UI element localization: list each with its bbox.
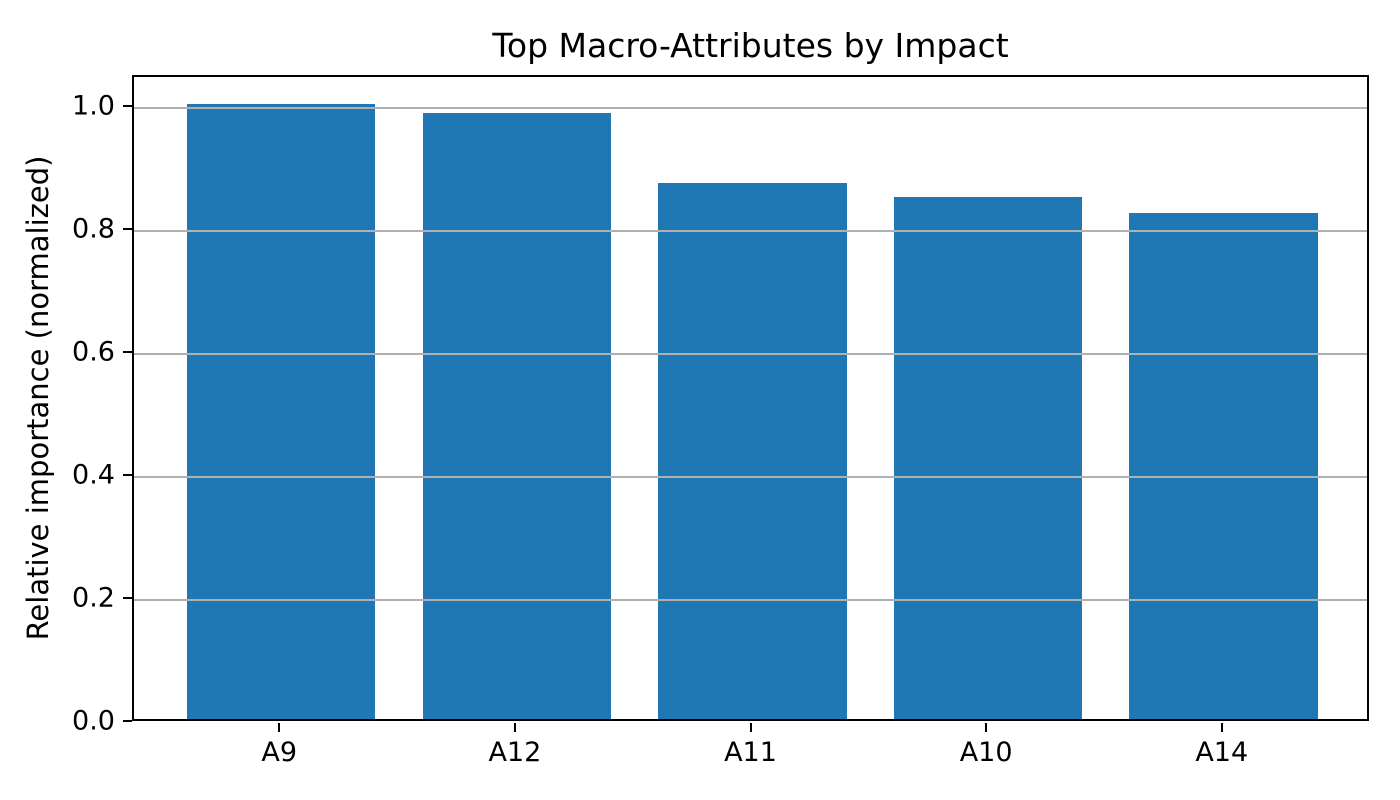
y-tick-label-0.0: 0.0	[72, 705, 115, 737]
bar-A10	[893, 196, 1083, 719]
y-tick-mark-0.8	[123, 227, 132, 230]
gridline-0.6	[134, 352, 1367, 355]
x-tick-mark-A12	[513, 723, 516, 732]
y-tick-label-0.4: 0.4	[72, 459, 115, 491]
y-tick-mark-0.0	[123, 720, 132, 722]
gridline-1.0	[134, 106, 1367, 109]
gridline-0.4	[134, 475, 1367, 478]
x-tick-mark-A10	[985, 723, 988, 732]
x-tick-mark-A9	[278, 723, 281, 732]
gridline-0.8	[134, 229, 1367, 232]
x-tick-mark-A14	[1220, 723, 1223, 732]
y-tick-mark-0.2	[123, 596, 132, 599]
x-tick-mark-A11	[749, 723, 752, 732]
y-tick-mark-0.6	[123, 350, 132, 353]
chart-title: Top Macro-Attributes by Impact	[492, 26, 1009, 65]
y-tick-label-0.2: 0.2	[72, 582, 115, 614]
y-tick-mark-0.4	[123, 473, 132, 476]
plot-area	[132, 75, 1369, 721]
x-tick-label-A9: A9	[261, 737, 298, 768]
x-tick-label-A11: A11	[724, 737, 777, 768]
bar-A9	[187, 103, 376, 719]
bar-A12	[422, 113, 612, 719]
y-tick-label-0.8: 0.8	[72, 213, 115, 245]
x-tick-label-A10: A10	[959, 737, 1013, 768]
y-tick-label-0.6: 0.6	[72, 336, 115, 368]
gridline-0.2	[134, 598, 1367, 601]
x-tick-label-A14: A14	[1195, 737, 1249, 768]
bar-A11	[658, 182, 847, 719]
bar-A14	[1129, 213, 1318, 719]
y-tick-label-1.0: 1.0	[72, 90, 115, 122]
y-tick-mark-1.0	[123, 104, 132, 107]
x-tick-label-A12: A12	[488, 737, 542, 768]
